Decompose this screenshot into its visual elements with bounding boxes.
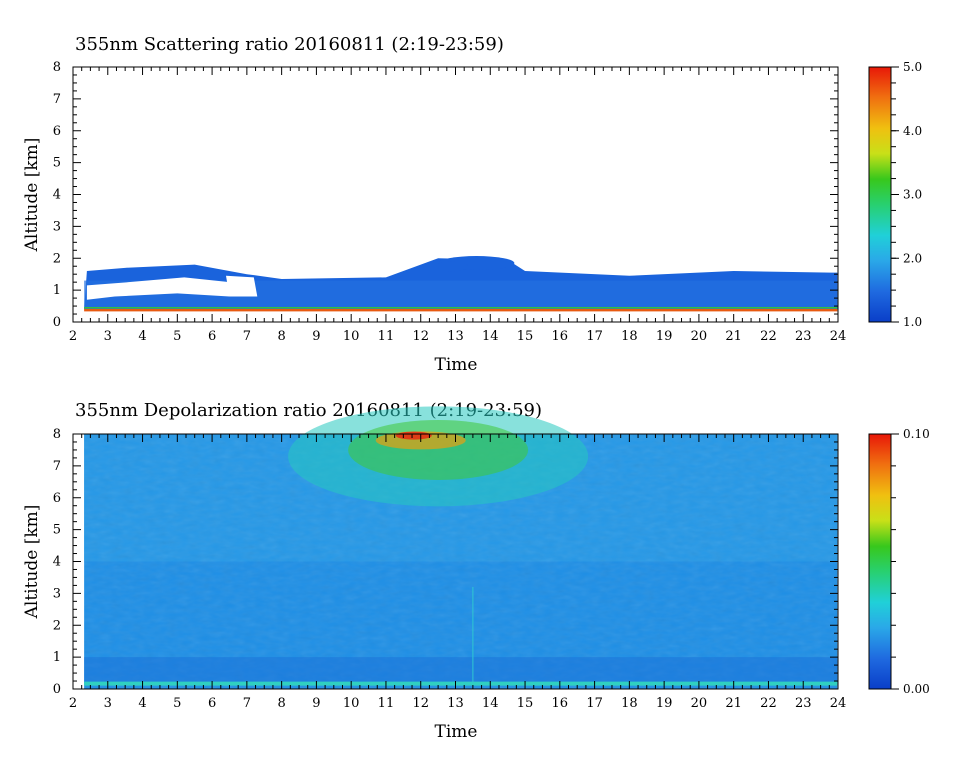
axis-ticks: 2 3 4 5 6 7 8 9 10 11 12 13 14 15 16 17 18 19 20 21 22 23 2401… xyxy=(53,427,847,711)
x-tick-label: 20 xyxy=(691,329,708,344)
scattering-ratio-panel: 355nm Scattering ratio 20160811 (2:19-23… xyxy=(22,34,922,375)
x-axis-label: Time xyxy=(435,722,478,742)
x-tick-label: 3 xyxy=(104,329,112,344)
colorbar-label: 4.0 xyxy=(903,124,922,138)
x-tick-label: 12 xyxy=(412,329,429,344)
x-tick-label: 23 xyxy=(795,329,812,344)
plot-area xyxy=(84,406,838,689)
x-tick-label: 13 xyxy=(447,696,464,711)
x-tick-label: 22 xyxy=(760,696,777,711)
x-tick-label: 9 xyxy=(312,696,320,711)
x-tick-label: 10 xyxy=(343,696,360,711)
y-tick-label: 1 xyxy=(53,650,61,665)
x-tick-label: 5 xyxy=(173,696,181,711)
y-tick-label: 2 xyxy=(53,251,61,266)
y-tick-label: 4 xyxy=(53,188,61,203)
x-tick-label: 16 xyxy=(552,696,569,711)
y-tick-label: 5 xyxy=(53,523,61,538)
y-axis-label: Altitude [km] xyxy=(22,138,42,253)
x-tick-label: 2 xyxy=(69,696,77,711)
x-tick-label: 11 xyxy=(378,696,395,711)
noise-peak xyxy=(395,431,432,440)
y-tick-label: 7 xyxy=(53,92,61,107)
x-tick-label: 6 xyxy=(208,329,216,344)
x-tick-label: 6 xyxy=(208,696,216,711)
x-tick-label: 19 xyxy=(656,329,673,344)
colorbar-label: 3.0 xyxy=(903,188,922,202)
x-tick-label: 4 xyxy=(138,329,146,344)
colorbar-label: 5.0 xyxy=(903,60,922,74)
y-tick-label: 5 xyxy=(53,156,61,171)
y-tick-label: 8 xyxy=(53,60,61,75)
x-tick-label: 14 xyxy=(482,329,499,344)
x-tick-label: 18 xyxy=(621,696,638,711)
elevated-cloud xyxy=(436,261,469,272)
colorbar-label: 0.10 xyxy=(903,427,930,441)
y-tick-label: 4 xyxy=(53,555,61,570)
x-tick-label: 3 xyxy=(104,696,112,711)
colorbar-label: 2.0 xyxy=(903,251,922,265)
surface-layer-edge xyxy=(84,306,838,309)
y-axis-label: Altitude [km] xyxy=(22,505,42,620)
x-tick-label: 9 xyxy=(312,329,320,344)
y-tick-label: 3 xyxy=(53,219,61,234)
y-tick-label: 0 xyxy=(53,682,61,697)
x-tick-label: 24 xyxy=(830,696,847,711)
x-tick-label: 16 xyxy=(552,329,569,344)
x-tick-label: 20 xyxy=(691,696,708,711)
depolarization-ratio-panel: 355nm Depolarization ratio 20160811 (2:1… xyxy=(22,400,930,742)
chart-title: 355nm Scattering ratio 20160811 (2:19-23… xyxy=(75,34,504,55)
colorbar-label: 1.0 xyxy=(903,315,922,329)
x-tick-label: 12 xyxy=(412,696,429,711)
y-tick-label: 7 xyxy=(53,459,61,474)
x-tick-label: 8 xyxy=(277,329,285,344)
x-tick-label: 7 xyxy=(243,696,251,711)
x-tick-label: 2 xyxy=(69,329,77,344)
no-data-gap xyxy=(226,275,258,297)
x-tick-label: 5 xyxy=(173,329,181,344)
x-tick-label: 10 xyxy=(343,329,360,344)
x-tick-label: 7 xyxy=(243,329,251,344)
x-tick-label: 14 xyxy=(482,696,499,711)
surface-layer xyxy=(84,308,838,312)
y-tick-label: 6 xyxy=(53,124,61,139)
axis-ticks: 2 3 4 5 6 7 8 9 10 11 12 13 14 15 16 17 18 19 20 21 22 23 2401… xyxy=(53,60,847,344)
x-tick-label: 21 xyxy=(725,329,742,344)
x-tick-label: 4 xyxy=(138,696,146,711)
x-tick-label: 19 xyxy=(656,696,673,711)
colorbar xyxy=(868,433,892,690)
colorbar-labels: 1.0 2.0 3.0 4.0 5.0 xyxy=(891,60,922,329)
y-tick-label: 1 xyxy=(53,283,61,298)
x-tick-label: 21 xyxy=(725,696,742,711)
x-tick-label: 8 xyxy=(277,696,285,711)
colorbar-label: 0.00 xyxy=(903,682,930,696)
y-tick-label: 2 xyxy=(53,618,61,633)
y-tick-label: 0 xyxy=(53,315,61,330)
colorbar xyxy=(868,66,892,323)
boundary-layer-band xyxy=(84,657,838,683)
x-tick-label: 17 xyxy=(586,696,603,711)
x-tick-label: 17 xyxy=(586,329,603,344)
x-tick-label: 22 xyxy=(760,329,777,344)
y-tick-label: 3 xyxy=(53,586,61,601)
x-tick-label: 15 xyxy=(517,696,534,711)
no-data-gap xyxy=(86,277,230,300)
x-tick-label: 13 xyxy=(447,329,464,344)
colorbar-labels: 0.00 0.10 xyxy=(891,427,930,696)
plot-area xyxy=(84,256,838,312)
y-tick-label: 8 xyxy=(53,427,61,442)
x-tick-label: 18 xyxy=(621,329,638,344)
x-tick-label: 23 xyxy=(795,696,812,711)
surface-layer xyxy=(84,681,838,686)
x-axis-label: Time xyxy=(435,355,478,375)
x-tick-label: 15 xyxy=(517,329,534,344)
x-tick-label: 24 xyxy=(830,329,847,344)
y-tick-label: 6 xyxy=(53,491,61,506)
x-tick-label: 11 xyxy=(378,329,395,344)
noise-region-core xyxy=(348,419,529,480)
